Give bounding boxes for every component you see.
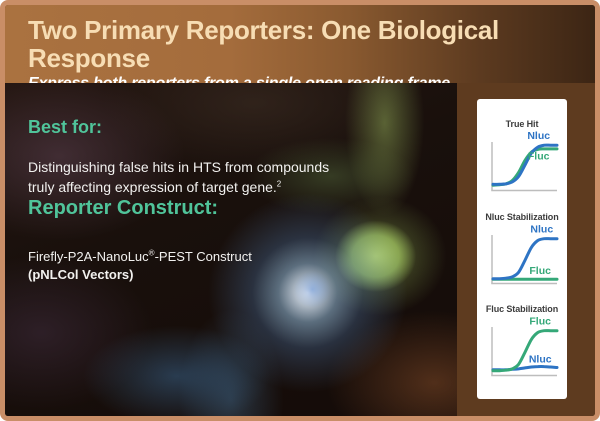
series-label-fluc: Fluc — [529, 316, 551, 328]
best-for-line2: truly affecting expression of target gen… — [28, 179, 277, 195]
chart-fluc-stabilization: Fluc Stabilization Nluc Fluc — [484, 304, 560, 379]
true-hit-chart: Fluc Nluc — [491, 130, 559, 191]
best-for-text: Distinguishing false hits in HTS from co… — [28, 157, 329, 197]
reporter-construct-text: Firefly-P2A-NanoLuc®-PEST Construct (pNLC… — [28, 248, 252, 284]
chart-title: Nluc Stabilization — [485, 211, 559, 222]
fluc-stabilization-chart: Nluc Fluc — [491, 316, 559, 377]
reporter-construct-heading: Reporter Construct: — [28, 197, 219, 219]
series-label-nluc: Nluc — [527, 130, 550, 142]
best-for-heading: Best for: — [28, 117, 103, 137]
slide-body: Best for: Distinguishing false hits in H… — [5, 83, 595, 416]
construct-name-pre: Firefly-P2A-NanoLuc — [28, 249, 149, 264]
series-label-fluc: Fluc — [528, 150, 550, 162]
series-label-nluc: Nluc — [529, 354, 552, 366]
construct-vectors: (pNLCol Vectors) — [28, 267, 134, 282]
charts-panel: True Hit Fluc Nluc Nluc Stabilization Flu… — [477, 99, 567, 399]
header-band: Two Primary Reporters: One Biological Re… — [5, 5, 595, 92]
page-title: Two Primary Reporters: One Biological Re… — [28, 15, 499, 73]
nluc-stabilization-chart: Fluc Nluc — [491, 223, 559, 284]
footnote-reference: 2 — [276, 179, 282, 189]
chart-title: True Hit — [505, 118, 539, 129]
construct-name-post: -PEST Construct — [154, 249, 252, 264]
chart-true-hit: True Hit Fluc Nluc — [484, 119, 560, 194]
chart-nluc-stabilization: Nluc Stabilization Fluc Nluc — [484, 212, 560, 287]
registered-trademark-symbol: ® — [148, 248, 155, 258]
best-for-line1: Distinguishing false hits in HTS from co… — [28, 159, 330, 175]
sidebar: True Hit Fluc Nluc Nluc Stabilization Flu… — [457, 83, 595, 416]
chart-title: Fluc Stabilization — [485, 304, 559, 315]
series-label-fluc: Fluc — [529, 265, 551, 277]
series-label-nluc: Nluc — [530, 223, 553, 235]
cosmic-artwork-image: Best for: Distinguishing false hits in H… — [5, 83, 457, 416]
